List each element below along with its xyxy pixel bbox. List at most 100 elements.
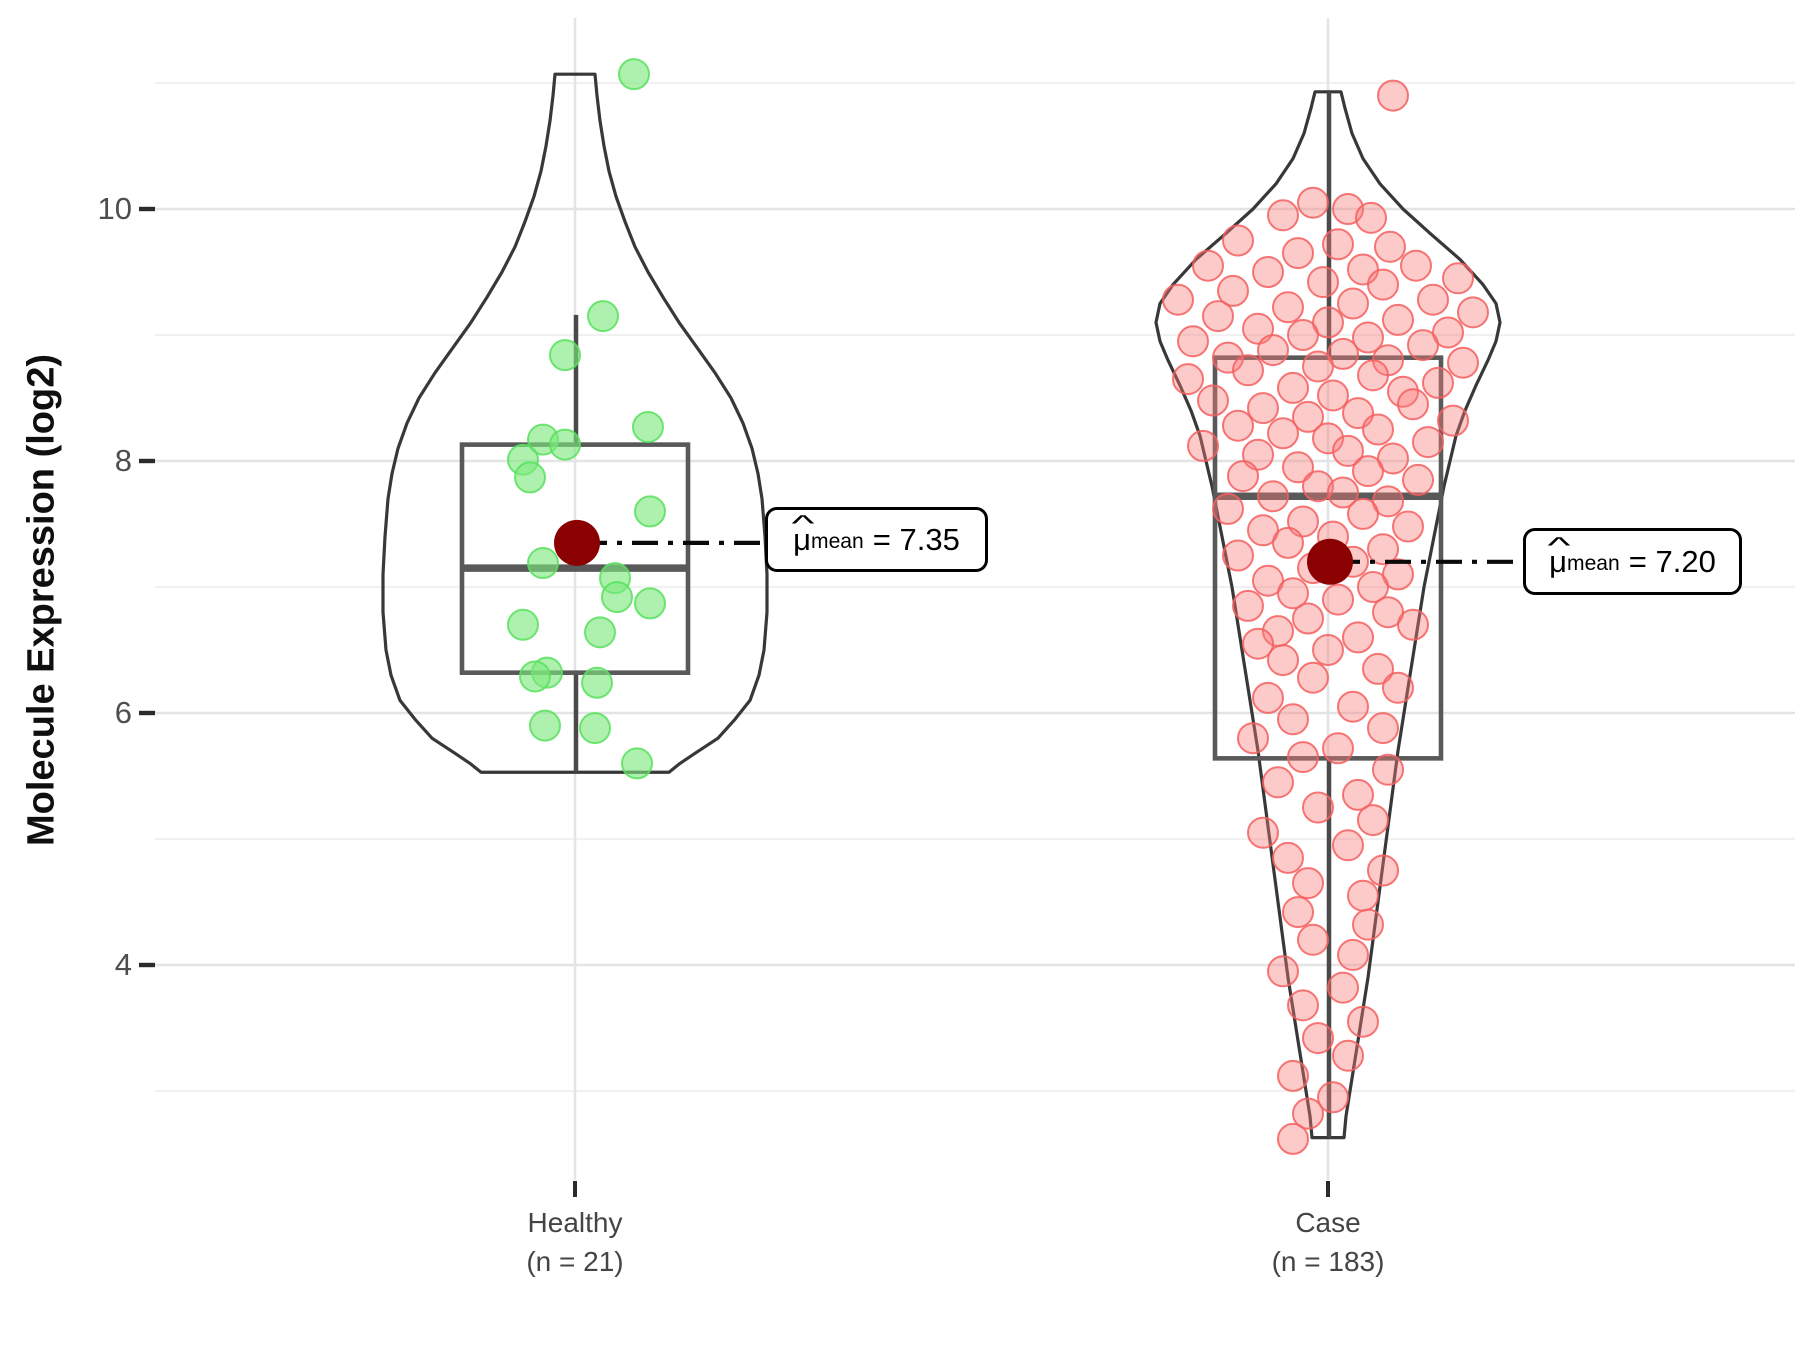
jitter-point-case	[1302, 350, 1334, 383]
y-tick-label-10: 10	[97, 191, 132, 226]
jitter-point-case	[1282, 237, 1314, 270]
jitter-point-case	[1202, 300, 1234, 333]
jitter-point-case	[1337, 938, 1369, 971]
jitter-point-case	[1252, 564, 1284, 597]
jitter-point-case	[1372, 596, 1404, 629]
jitter-point-healthy	[514, 461, 546, 494]
jitter-point-case	[1412, 426, 1444, 459]
violin-case	[1154, 90, 1502, 1140]
jitter-point-case	[1257, 480, 1289, 513]
jitter-point-case	[1447, 346, 1479, 379]
jitter-point-case	[1287, 741, 1319, 774]
jitter-point-case	[1287, 989, 1319, 1022]
jitter-point-healthy	[621, 747, 653, 780]
jitter-point-case	[1317, 379, 1349, 412]
jitter-point-case	[1277, 577, 1309, 610]
jitter-point-case	[1437, 404, 1469, 437]
jitter-point-case	[1337, 287, 1369, 320]
y-axis-title: Molecule Expression (log2)	[20, 354, 63, 846]
jitter-point-healthy	[527, 547, 559, 580]
jitter-point-case	[1297, 186, 1329, 219]
x-label-case-name: Case	[1295, 1207, 1361, 1238]
jitter-point-case	[1400, 249, 1432, 282]
jitter-point-case	[1232, 354, 1264, 387]
jitter-point-case	[1302, 791, 1334, 824]
jitter-point-case	[1172, 363, 1204, 396]
jitter-point-case	[1237, 722, 1269, 755]
jitter-point-healthy	[587, 300, 619, 333]
jitter-point-case	[1292, 400, 1324, 433]
jitter-point-case	[1242, 627, 1274, 660]
jitter-point-case	[1307, 266, 1339, 299]
jitter-point-case	[1277, 1122, 1309, 1155]
mean-value-healthy: = 7.35	[872, 521, 960, 557]
jitter-point-case	[1367, 854, 1399, 887]
jitter-point-case	[1272, 291, 1304, 324]
jitter-point-case	[1162, 283, 1194, 316]
jitter-point-case	[1302, 1022, 1334, 1055]
jitter-point-case	[1317, 1081, 1349, 1114]
jitter-point-case	[1332, 1039, 1364, 1072]
x-label-healthy-name: Healthy	[527, 1207, 623, 1238]
y-tick-label-4: 4	[114, 947, 132, 982]
jitter-point-case	[1197, 384, 1229, 417]
mu-subscript: mean	[1567, 552, 1620, 576]
jitter-point-case	[1252, 681, 1284, 714]
jitter-point-healthy	[529, 709, 561, 742]
jitter-point-case	[1292, 602, 1324, 635]
jitter-point-case	[1372, 485, 1404, 518]
jitter-point-healthy	[632, 410, 664, 443]
jitter-point-case	[1222, 539, 1254, 572]
jitter-point-case	[1382, 303, 1414, 336]
y-tick-label-6: 6	[114, 695, 132, 730]
jitter-point-case	[1422, 366, 1454, 399]
jitter-point-case	[1227, 460, 1259, 493]
jitter-point-case	[1277, 703, 1309, 736]
jitter-point-case	[1347, 879, 1379, 912]
jitter-point-case	[1312, 306, 1344, 339]
x-label-case: Case (n = 183)	[1168, 1203, 1488, 1281]
mean-annotation-case: ^ μ mean = 7.20	[1523, 528, 1742, 595]
jitter-point-case	[1322, 228, 1354, 261]
jitter-point-case	[1277, 371, 1309, 404]
jitter-point-case	[1277, 1059, 1309, 1092]
jitter-point-case	[1342, 621, 1374, 654]
jitter-point-healthy	[601, 581, 633, 614]
jitter-point-case	[1267, 199, 1299, 232]
jitter-point-case	[1272, 526, 1304, 559]
jitter-point-healthy	[519, 660, 551, 693]
jitter-point-case	[1357, 804, 1389, 837]
jitter-point-case	[1192, 249, 1224, 282]
jitter-point-healthy	[579, 712, 611, 745]
jitter-point-case	[1297, 923, 1329, 956]
violin-healthy	[381, 72, 769, 774]
jitter-point-case	[1287, 319, 1319, 351]
jitter-point-case	[1355, 201, 1387, 234]
y-tick-label-8: 8	[114, 443, 132, 478]
jitter-point-case	[1292, 1097, 1324, 1130]
jitter-point-case	[1247, 816, 1279, 849]
jitter-point-case	[1432, 316, 1464, 349]
jitter-point-case	[1282, 896, 1314, 929]
jitter-point-case	[1267, 955, 1299, 988]
jitter-point-healthy	[549, 428, 581, 461]
jitter-point-case	[1267, 417, 1299, 450]
x-label-healthy: Healthy (n = 21)	[415, 1203, 735, 1281]
jitter-point-case	[1347, 497, 1379, 530]
jitter-point-healthy	[549, 339, 581, 372]
jitter-point-case	[1357, 359, 1389, 392]
jitter-point-case	[1212, 492, 1244, 525]
jitter-point-case	[1187, 429, 1219, 462]
x-label-healthy-n: (n = 21)	[526, 1246, 624, 1277]
jitter-point-case	[1247, 514, 1279, 547]
mu-hat-symbol: ^ μ	[791, 509, 815, 557]
jitter-point-case	[1377, 442, 1409, 475]
jitter-point-case	[1327, 337, 1359, 370]
jitter-point-case	[1222, 409, 1254, 442]
jitter-point-case	[1374, 230, 1406, 263]
jitter-point-case	[1232, 589, 1264, 622]
jitter-point-case	[1352, 321, 1384, 354]
jitter-point-case	[1392, 510, 1424, 543]
jitter-point-case	[1297, 661, 1329, 694]
